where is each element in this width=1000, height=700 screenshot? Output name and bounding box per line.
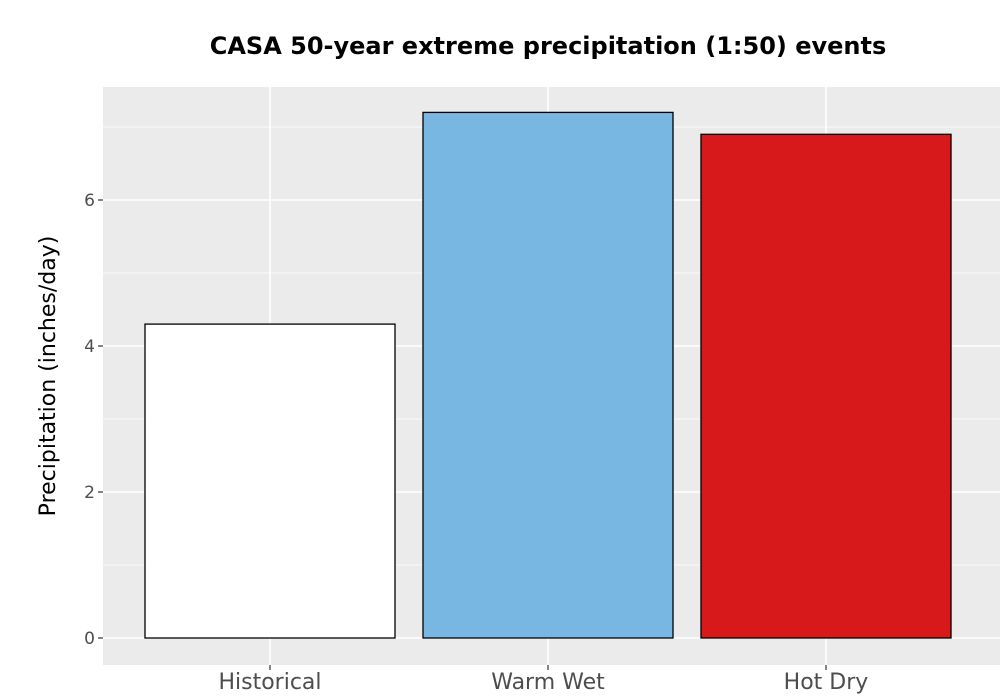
- y-axis-ticks: 0 2 4 6: [84, 191, 103, 649]
- bar-historical: [144, 323, 396, 639]
- x-tick-label: Warm Wet: [491, 670, 605, 695]
- y-axis-label: Precipitation (inches/day): [36, 236, 61, 517]
- x-axis-ticks: Historical Warm Wet Hot Dry: [218, 665, 868, 695]
- x-tick-label: Historical: [218, 670, 321, 695]
- y-tick-label: 2: [84, 483, 95, 503]
- y-tick-label: 4: [84, 337, 95, 357]
- y-tick-label: 6: [84, 191, 95, 211]
- chart-title: CASA 50-year extreme precipitation (1:50…: [210, 32, 887, 60]
- bars: [144, 111, 952, 639]
- bar-hot-dry: [700, 133, 952, 639]
- y-tick-label: 0: [84, 629, 95, 649]
- bar-warm-wet: [422, 111, 674, 639]
- x-tick-label: Hot Dry: [784, 670, 869, 695]
